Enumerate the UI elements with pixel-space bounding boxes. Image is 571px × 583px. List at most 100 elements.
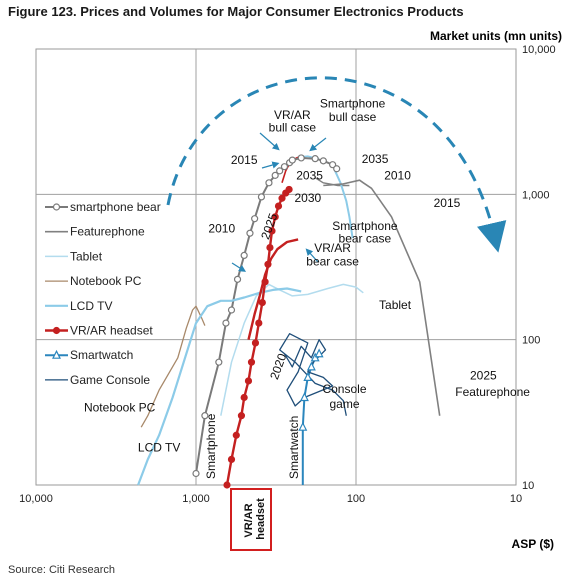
point-smartphone [233, 275, 242, 283]
annotation-label: Featurephone [455, 385, 530, 399]
legend-marker [52, 326, 61, 335]
point-smartwatch [298, 421, 308, 431]
vrar-highlight-line-1: VR/AR [243, 503, 255, 537]
annotation-label: 2025 [258, 211, 280, 241]
point-vrar [247, 358, 256, 366]
legend-label: Tablet [70, 249, 103, 263]
y-tick-label: 100 [522, 335, 540, 347]
point-smartwatch [299, 392, 309, 402]
legend-marker [52, 349, 61, 359]
legend-label: LCD TV [70, 299, 112, 313]
gridlines [36, 49, 516, 485]
annotation-label: LCD TV [138, 441, 180, 455]
annotation-pointers [231, 132, 327, 272]
point-smartphone [251, 215, 259, 223]
point-vrar [258, 298, 266, 307]
point-vrar [268, 227, 276, 235]
x-tick-label: 10,000 [19, 493, 53, 505]
legend-label: Smartwatch [70, 348, 133, 362]
vrar-highlight-label: VR/AR headset [243, 498, 267, 540]
annotation-label: game [329, 397, 359, 411]
annotation-label: Smartwatch [287, 416, 301, 479]
point-vrar [271, 213, 279, 221]
annotation-label: 2025 [470, 369, 497, 383]
vrar-highlight-box [230, 488, 272, 551]
legend-marker [52, 203, 61, 211]
annotation-label: bear case [339, 232, 392, 246]
point-vrar [278, 194, 286, 202]
legend-label: smartphone bear [70, 200, 161, 214]
point-smartphone [192, 469, 200, 478]
point-smartwatch [303, 372, 313, 382]
annotation-label: 2030 [294, 191, 321, 205]
point-vrar [255, 319, 263, 327]
point-smartphone [222, 319, 230, 327]
y-tick-label: 10 [522, 480, 534, 492]
point-smartphone [288, 156, 296, 164]
vrar-highlight-line-2: headset [255, 498, 267, 540]
trend-arrow [166, 76, 507, 253]
marker-layer [192, 154, 341, 489]
point-smartphone [297, 154, 305, 162]
point-vrar [237, 412, 246, 420]
point-smartphone [329, 161, 337, 169]
point-vrar [227, 455, 236, 464]
point-smartphone [333, 165, 341, 173]
series-line-featurephone [323, 179, 441, 416]
annotation-label: 2020 [267, 351, 289, 381]
legend-label: VR/AR headset [70, 324, 153, 338]
point-vrar [261, 278, 269, 286]
point-vrar [264, 260, 272, 268]
annotation-label: 2010 [208, 222, 235, 236]
y-axis-label: Market units (mn units) [430, 29, 562, 43]
y-tick-label: 1,000 [522, 189, 550, 201]
series-line-tablet [220, 283, 364, 416]
series-line-notebook [140, 305, 206, 428]
point-vrar [274, 202, 283, 210]
annotation-label: VR/AR [314, 241, 351, 255]
legend-label: Notebook PC [70, 274, 142, 288]
point-vrar [285, 185, 293, 194]
annotation-label: 2035 [296, 169, 323, 183]
legend-label: Featurephone [70, 225, 145, 239]
point-smartphone [265, 179, 273, 187]
annotation-label: bull case [269, 121, 317, 135]
point-smartphone [227, 306, 236, 314]
point-smartphone [215, 358, 223, 366]
point-smartphone [271, 171, 279, 179]
point-smartphone [280, 163, 289, 171]
annotation-label: Smartphone [204, 413, 218, 479]
point-smartwatch [314, 348, 324, 358]
point-smartphone [257, 193, 266, 201]
point-vrar [232, 431, 240, 439]
point-smartphone [201, 412, 209, 420]
series-line-game_console [279, 333, 347, 416]
annotation-label: 2015 [434, 196, 461, 210]
point-smartphone [311, 155, 319, 163]
figure-title: Figure 123. Prices and Volumes for Major… [8, 4, 464, 19]
series-line-lcd_tv [137, 287, 302, 486]
annotation-label: Console [322, 382, 366, 396]
annotation-label: bull case [329, 110, 377, 124]
annotation-label: bear case [306, 254, 359, 268]
x-tick-label: 1,000 [182, 493, 210, 505]
point-vrar [240, 393, 248, 402]
legend: smartphone bear Featurephone Tablet Noteboo… [45, 200, 161, 387]
point-smartphone [240, 251, 248, 260]
x-tick-label: 100 [347, 493, 365, 505]
y-tick-label: 10,000 [522, 44, 556, 56]
point-smartphone [276, 167, 284, 175]
point-smartphone [246, 229, 254, 237]
point-vrar [244, 377, 253, 385]
point-vrar [266, 244, 274, 252]
annotation-label: VR/AR [274, 108, 311, 122]
point-vrar [251, 339, 260, 347]
annotation-label: 2035 [362, 152, 389, 166]
plot-frame [35, 48, 517, 486]
x-axis-label: ASP ($) [512, 537, 554, 551]
point-vrar [223, 481, 231, 489]
source-note: Source: Citi Research [8, 564, 115, 576]
